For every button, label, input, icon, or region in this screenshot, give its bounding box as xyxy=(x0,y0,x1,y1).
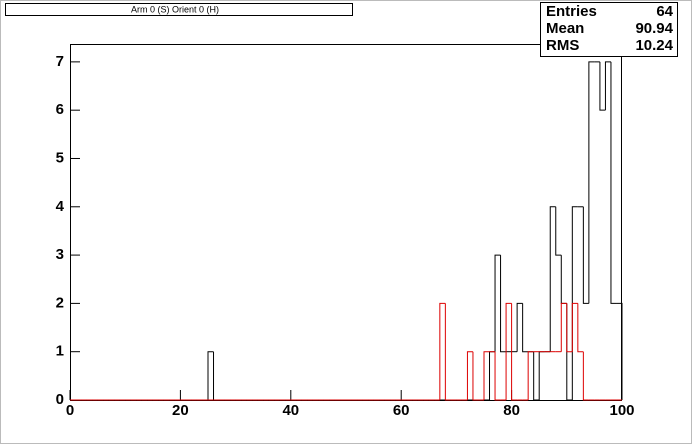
stats-label: Mean xyxy=(546,20,584,37)
histogram-bin xyxy=(207,351,214,400)
y-tick-label: 4 xyxy=(56,198,65,215)
chart-title: Arm 0 (S) Orient 0 (H) xyxy=(131,4,219,14)
histogram-bin xyxy=(511,303,518,401)
x-tick-label: 40 xyxy=(282,402,299,419)
y-tick-label: 5 xyxy=(56,149,64,166)
histogram-bin xyxy=(610,61,617,304)
y-tick-label: 6 xyxy=(56,101,64,118)
histogram-bin xyxy=(555,206,562,256)
x-tick-label: 100 xyxy=(609,402,634,419)
y-tick-label: 3 xyxy=(56,246,64,263)
stats: Entries 64 Mean 90.94 RMS 10.24 xyxy=(546,3,674,54)
stats-box xyxy=(540,2,678,57)
x-tick-label: 0 xyxy=(66,402,74,419)
histogram-bin xyxy=(588,61,595,304)
histogram-bin xyxy=(500,255,507,353)
histogram-bin xyxy=(533,351,540,401)
title-box xyxy=(5,3,353,16)
histogram-bin xyxy=(571,302,578,352)
histogram-bin xyxy=(549,206,556,352)
y-tick-label: 1 xyxy=(56,343,64,360)
histogram-bin xyxy=(577,303,584,353)
histogram-bin xyxy=(444,303,451,401)
stats-label: RMS xyxy=(546,37,579,54)
histogram-bin xyxy=(599,61,606,111)
histogram-bin xyxy=(566,303,573,353)
histogram-bin xyxy=(439,302,446,400)
histogram-bin xyxy=(472,351,479,401)
x-tick-label: 80 xyxy=(503,402,520,419)
histogram-bin xyxy=(604,61,611,111)
histogram-bin xyxy=(483,351,490,400)
histogram-bin xyxy=(527,351,534,400)
histogram-bin xyxy=(582,351,589,401)
x-tick-label: 60 xyxy=(393,402,410,419)
x-tick-label: 20 xyxy=(172,402,189,419)
histogram-bin xyxy=(494,254,501,352)
histogram-bin xyxy=(466,351,473,400)
histogram-bin xyxy=(522,303,529,353)
histogram-bin xyxy=(560,302,567,352)
histogram-bin xyxy=(494,351,501,401)
stats-value: 90.94 xyxy=(635,20,673,37)
stats-value: 10.24 xyxy=(635,37,673,54)
y-tick-label: 7 xyxy=(56,53,64,70)
stats-label: Entries xyxy=(546,3,597,20)
y-tick-label: 2 xyxy=(56,294,64,311)
histogram-bin xyxy=(582,206,589,304)
histogram-bin xyxy=(616,302,623,400)
histogram-bin xyxy=(505,302,512,400)
histogram-bin xyxy=(516,302,523,352)
y-tick-label: 0 xyxy=(56,391,64,408)
stats-value: 64 xyxy=(656,3,673,20)
